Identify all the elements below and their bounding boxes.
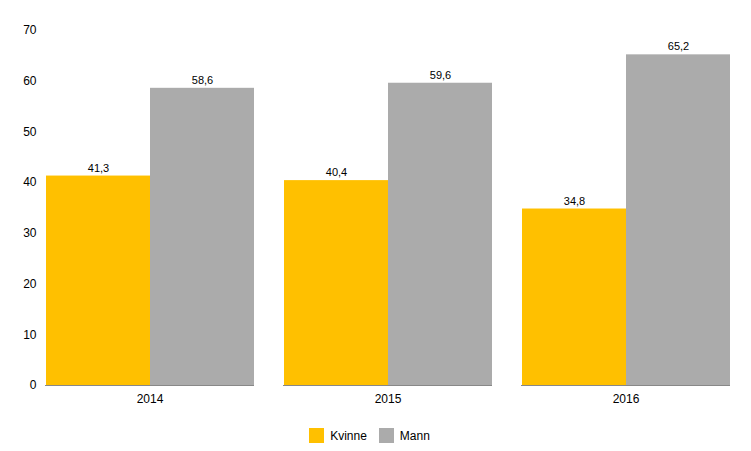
html-text:Kvinne: Kvinne [330,428,367,443]
svg-text:70: 70 [23,23,37,37]
svg-text:60: 60 [23,74,37,88]
svg-text:40,4: 40,4 [326,166,347,178]
svg-text:59,6: 59,6 [430,69,451,81]
svg-text:2016: 2016 [613,392,640,406]
svg-text:58,6: 58,6 [192,74,213,86]
svg-text:20: 20 [23,277,37,291]
svg-text:2014: 2014 [137,392,164,406]
svg-text:40: 40 [23,175,37,189]
svg-text:50: 50 [23,125,37,139]
svg-text:34,8: 34,8 [564,195,585,207]
svg-text:2015: 2015 [375,392,402,406]
svg-text:10: 10 [23,328,37,342]
html-text:Mann: Mann [399,428,430,443]
svg-text:41,3: 41,3 [88,162,109,174]
svg-text:30: 30 [23,226,37,240]
svg-text:65,2: 65,2 [668,40,689,52]
svg-text:0: 0 [30,378,37,392]
